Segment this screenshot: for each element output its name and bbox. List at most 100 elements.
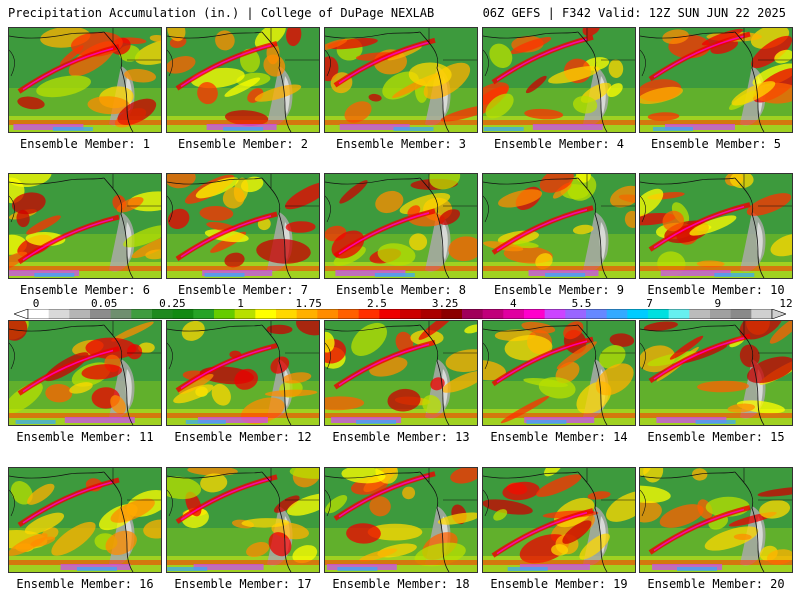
- scale-swatch: [648, 309, 670, 319]
- ensemble-member-label: Ensemble Member: 16: [16, 577, 154, 591]
- precipitation-map: [482, 173, 636, 279]
- scale-swatch: [586, 309, 608, 319]
- scale-arrow-right: [771, 309, 786, 319]
- ensemble-member-label: Ensemble Member: 13: [332, 430, 470, 444]
- ensemble-member-panel: Ensemble Member: 4: [482, 27, 636, 169]
- ensemble-member-panel: Ensemble Member: 18: [324, 467, 478, 609]
- scale-swatch: [668, 309, 690, 319]
- ensemble-member-label: Ensemble Member: 17: [174, 577, 312, 591]
- ensemble-member-panel: Ensemble Member: 16: [8, 467, 162, 609]
- precipitation-map: [8, 467, 162, 573]
- scale-swatch: [462, 309, 484, 319]
- scale-swatch: [48, 309, 70, 319]
- ensemble-member-panel: Ensemble Member: 6: [8, 173, 162, 315]
- ensemble-member-panel: Ensemble Member: 12: [166, 320, 320, 462]
- precipitation-map: [166, 467, 320, 573]
- precipitation-map: [8, 320, 162, 426]
- scale-swatch: [420, 309, 442, 319]
- ensemble-member-panel: Ensemble Member: 17: [166, 467, 320, 609]
- ensemble-member-label: Ensemble Member: 6: [19, 283, 151, 297]
- precipitation-map: [482, 27, 636, 133]
- scale-swatch: [276, 309, 298, 319]
- header-title-right: 06Z GEFS | F342 Valid: 12Z SUN JUN 22 20…: [482, 6, 786, 20]
- scale-tick-label: 0.05: [90, 297, 118, 310]
- scale-swatch: [730, 309, 752, 319]
- scale-tick-label: 12: [779, 297, 793, 310]
- ensemble-member-panel: Ensemble Member: 13: [324, 320, 478, 462]
- ensemble-member-label: Ensemble Member: 8: [335, 283, 467, 297]
- ensemble-member-panel: Ensemble Member: 5: [639, 27, 793, 169]
- precipitation-map: [639, 467, 793, 573]
- ensemble-member-panel: Ensemble Member: 19: [482, 467, 636, 609]
- scale-swatch: [214, 309, 236, 319]
- ensemble-member-panel: Ensemble Member: 20: [639, 467, 793, 609]
- scale-swatch: [193, 309, 215, 319]
- color-scale-bar: [14, 309, 786, 319]
- precipitation-map: [324, 173, 478, 279]
- ensemble-member-panel: Ensemble Member: 10: [639, 173, 793, 315]
- precipitation-map: [639, 320, 793, 426]
- ensemble-member-label: Ensemble Member: 1: [19, 137, 151, 151]
- ensemble-member-label: Ensemble Member: 4: [493, 137, 625, 151]
- ensemble-member-label: Ensemble Member: 18: [332, 577, 470, 591]
- ensemble-member-panel: Ensemble Member: 7: [166, 173, 320, 315]
- scale-swatch: [255, 309, 277, 319]
- ensemble-member-label: Ensemble Member: 2: [177, 137, 309, 151]
- scale-swatch: [358, 309, 380, 319]
- precipitation-map: [8, 173, 162, 279]
- precipitation-map: [324, 27, 478, 133]
- scale-swatch: [400, 309, 422, 319]
- scale-tick-label: 2.5: [366, 297, 387, 310]
- precipitation-map: [482, 467, 636, 573]
- ensemble-member-panel: Ensemble Member: 14: [482, 320, 636, 462]
- ensemble-member-label: Ensemble Member: 19: [490, 577, 628, 591]
- scale-swatch: [69, 309, 91, 319]
- scale-swatch: [524, 309, 546, 319]
- scale-swatch: [751, 309, 773, 319]
- scale-tick-label: 5.5: [571, 297, 592, 310]
- ensemble-member-label: Ensemble Member: 3: [335, 137, 467, 151]
- precipitation-map: [8, 27, 162, 133]
- scale-tick-label: 4: [509, 297, 517, 310]
- scale-swatch: [503, 309, 525, 319]
- scale-swatch: [234, 309, 256, 319]
- scale-tick-label: 9: [714, 297, 722, 310]
- precipitation-map: [324, 320, 478, 426]
- scale-swatch: [152, 309, 174, 319]
- scale-swatch: [441, 309, 463, 319]
- precipitation-map: [482, 320, 636, 426]
- header-title-left: Precipitation Accumulation (in.) | Colle…: [8, 6, 435, 20]
- precipitation-map: [166, 27, 320, 133]
- scale-swatch: [90, 309, 112, 319]
- scale-swatch: [565, 309, 587, 319]
- scale-arrow-left: [14, 309, 29, 319]
- scale-swatch: [379, 309, 401, 319]
- ensemble-member-label: Ensemble Member: 14: [490, 430, 628, 444]
- ensemble-member-label: Ensemble Member: 7: [177, 283, 309, 297]
- ensemble-member-label: Ensemble Member: 10: [647, 283, 785, 297]
- scale-swatch: [131, 309, 153, 319]
- scale-swatch: [606, 309, 628, 319]
- scale-swatch: [689, 309, 711, 319]
- ensemble-member-panel: Ensemble Member: 3: [324, 27, 478, 169]
- scale-swatch: [110, 309, 132, 319]
- ensemble-member-label: Ensemble Member: 12: [174, 430, 312, 444]
- ensemble-member-label: Ensemble Member: 15: [647, 430, 785, 444]
- scale-tick-label: 0.25: [159, 297, 186, 310]
- ensemble-member-panel: Ensemble Member: 11: [8, 320, 162, 462]
- scale-tick-label: 1: [237, 297, 244, 310]
- ensemble-member-label: Ensemble Member: 9: [493, 283, 625, 297]
- scale-swatch: [482, 309, 504, 319]
- scale-tick-label: 1.75: [295, 297, 322, 310]
- ensemble-member-panel: Ensemble Member: 8: [324, 173, 478, 315]
- scale-tick-label: 0: [32, 297, 40, 310]
- scale-swatch: [710, 309, 732, 319]
- precipitation-map: [324, 467, 478, 573]
- ensemble-member-panel: Ensemble Member: 9: [482, 173, 636, 315]
- ensemble-member-panel: Ensemble Member: 1: [8, 27, 162, 169]
- precipitation-map: [166, 173, 320, 279]
- ensemble-member-panel: Ensemble Member: 15: [639, 320, 793, 462]
- scale-swatch: [544, 309, 566, 319]
- scale-swatch: [317, 309, 339, 319]
- scale-swatch: [28, 309, 50, 319]
